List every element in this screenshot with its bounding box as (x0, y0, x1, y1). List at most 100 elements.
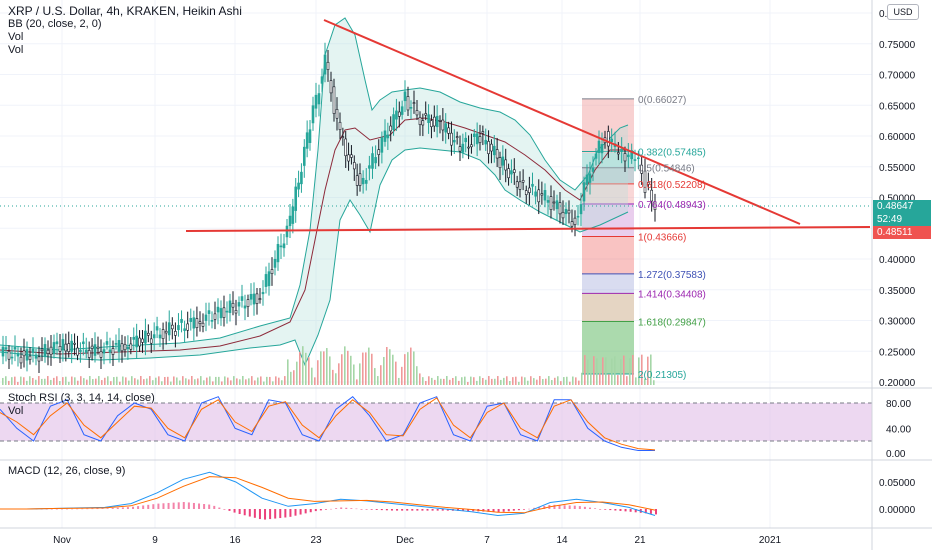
macd-histogram-bar (248, 509, 251, 517)
volume-bar (44, 378, 46, 385)
volume-bar (125, 377, 127, 385)
macd-histogram-bar (604, 509, 607, 510)
candle-body (317, 93, 321, 105)
volume-bar (263, 381, 265, 385)
candle-body (252, 293, 256, 305)
volume-bar (296, 361, 298, 385)
macd-histogram-bar (213, 505, 216, 509)
volume-bar (509, 381, 511, 385)
volume-bar (641, 354, 643, 385)
volume-bar (167, 376, 169, 385)
time-axis[interactable]: Nov 9 16 23 Dec 7 14 21 2021 (53, 535, 781, 546)
volume-bar (449, 379, 451, 385)
candle-body (279, 245, 283, 248)
volume-bar (143, 379, 145, 385)
macd-histogram-bar (253, 509, 256, 518)
candle-body (415, 110, 419, 116)
macd-histogram-bar (594, 508, 597, 509)
candle-body (329, 80, 333, 94)
candle-body (552, 201, 556, 204)
macd-histogram-bar (192, 502, 195, 509)
volume-bar (383, 356, 385, 385)
volume-bar (407, 352, 409, 385)
volume-bar (35, 379, 37, 385)
volume-bar (479, 376, 481, 385)
volume-bar (557, 376, 559, 385)
currency-button[interactable]: USD (887, 4, 919, 20)
volume-bar (521, 376, 523, 385)
bollinger-bands (0, 17, 629, 367)
candle-body (355, 175, 359, 186)
macd-histogram-bar (446, 509, 449, 511)
candle-body (291, 206, 295, 224)
volume-bars (2, 346, 655, 385)
volume-bar (482, 377, 484, 385)
volume-bar (590, 373, 592, 385)
volume-bar (83, 378, 85, 385)
candle-body (16, 353, 20, 357)
descending-trendline[interactable] (323, 19, 801, 225)
candle-body (432, 116, 436, 127)
candle-body (180, 318, 183, 323)
candle-body (633, 159, 637, 161)
macd-histogram-bar (274, 509, 277, 519)
macd-histogram-bar (578, 506, 581, 509)
volume-bar (605, 357, 607, 385)
candle-body (37, 356, 41, 362)
volume-bar (359, 363, 361, 385)
fib-label: 0.382(0.57485) (638, 147, 706, 158)
volume-bar (623, 355, 625, 385)
candle-body (607, 131, 610, 147)
volume-bar (617, 375, 619, 385)
candle-body (643, 170, 647, 193)
volume-bar (152, 380, 154, 385)
time-tick-label: 21 (634, 535, 646, 546)
candle-body (543, 190, 547, 201)
macd-histogram-bar (208, 504, 211, 509)
volume-bar (161, 381, 163, 385)
volume-bar (272, 381, 274, 385)
volume-bar (68, 381, 70, 385)
candle-body (261, 292, 265, 295)
candle-body (576, 215, 580, 218)
candle-body (222, 307, 226, 318)
candle-body (487, 141, 490, 154)
macd-signal-line (0, 476, 656, 514)
candle-body (444, 123, 448, 133)
volume-bar (371, 353, 373, 385)
volume-bar (119, 381, 121, 385)
time-tick-label: 2021 (759, 535, 782, 546)
macd-histogram-bar (375, 509, 378, 510)
candle-body (249, 293, 253, 300)
volume-bar (122, 376, 124, 385)
support-trendline[interactable] (185, 226, 871, 232)
candle-body (46, 349, 50, 354)
candle-body (371, 153, 374, 169)
volume-bar (524, 377, 526, 385)
volume-bar (458, 380, 460, 385)
macd-histogram-bar (487, 509, 490, 512)
volume-bar (332, 369, 334, 385)
candle-body (192, 317, 196, 329)
macd-histogram-bar (385, 509, 388, 511)
macd-histogram-bar (426, 509, 429, 511)
volume-bar (329, 356, 331, 385)
macd-histogram-bar (243, 509, 246, 516)
candle-body (472, 133, 476, 137)
macd-histogram-bar (335, 508, 338, 509)
candle-body (198, 321, 202, 324)
candle-body (521, 180, 525, 183)
macd-histogram-bar (132, 506, 135, 509)
candle-body (87, 350, 91, 358)
macd-histogram-bar (350, 508, 353, 509)
macd-histogram-bar (71, 508, 74, 510)
volume-bar (311, 367, 313, 385)
candle-body (430, 120, 433, 127)
volume-bar (455, 376, 457, 385)
chart-title: XRP / U.S. Dollar, 4h, KRAKEN, Heikin As… (8, 4, 242, 18)
volume-bar (281, 380, 283, 385)
main-legend: XRP / U.S. Dollar, 4h, KRAKEN, Heikin As… (8, 5, 242, 57)
candle-body (406, 96, 410, 111)
